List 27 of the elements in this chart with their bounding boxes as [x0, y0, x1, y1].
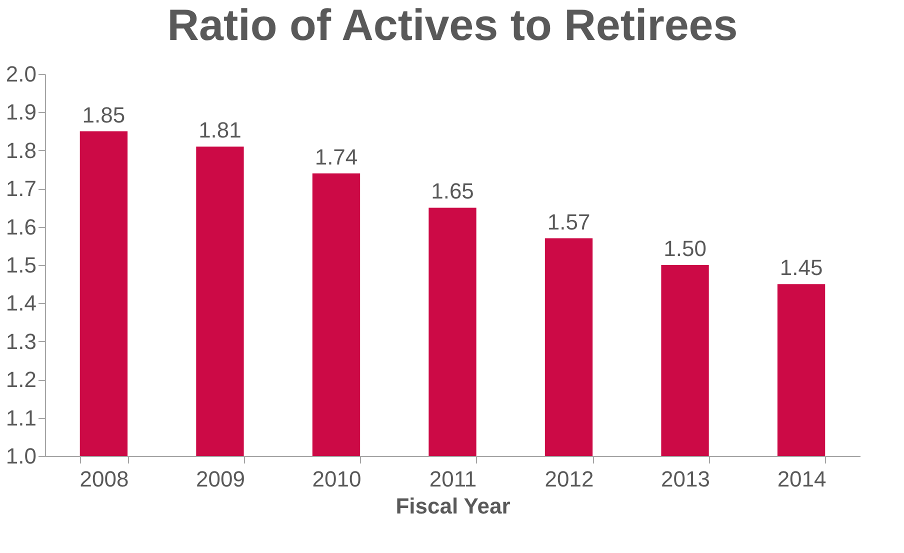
y-tick-label: 1.1 [6, 405, 36, 430]
y-tick-label: 1.4 [6, 290, 36, 316]
x-tick-label: 2009 [196, 466, 245, 492]
data-label: 1.81 [198, 118, 242, 143]
x-tick-label: 2013 [661, 466, 710, 492]
y-tick-label: 1.7 [6, 176, 36, 202]
y-tick-label: 1.5 [6, 252, 36, 278]
data-label: 1.57 [547, 209, 590, 234]
data-label: 1.45 [780, 255, 823, 280]
data-label: 1.50 [664, 236, 706, 261]
x-tick-label: 2010 [312, 466, 362, 492]
data-label: 1.74 [314, 144, 358, 170]
data-label: 1.65 [431, 178, 474, 204]
x-tick-label: 2012 [544, 466, 594, 492]
y-tick-label: 1.9 [6, 100, 36, 125]
x-tick-label: 2011 [429, 466, 477, 492]
data-label: 1.85 [82, 102, 126, 128]
y-tick-label: 1.0 [6, 444, 36, 468]
x-tick-label: 2014 [777, 466, 826, 492]
x-tick-label: 2008 [80, 466, 129, 492]
y-tick-label: 1.2 [6, 367, 36, 392]
chart-title: Ratio of Actives to Retirees [167, 1, 738, 50]
x-axis-title: Fiscal Year [396, 494, 511, 518]
y-tick-label: 2.0 [6, 62, 36, 86]
y-tick-label: 1.3 [6, 328, 36, 354]
y-tick-label: 1.8 [6, 138, 36, 163]
y-tick-label: 1.6 [6, 214, 36, 240]
